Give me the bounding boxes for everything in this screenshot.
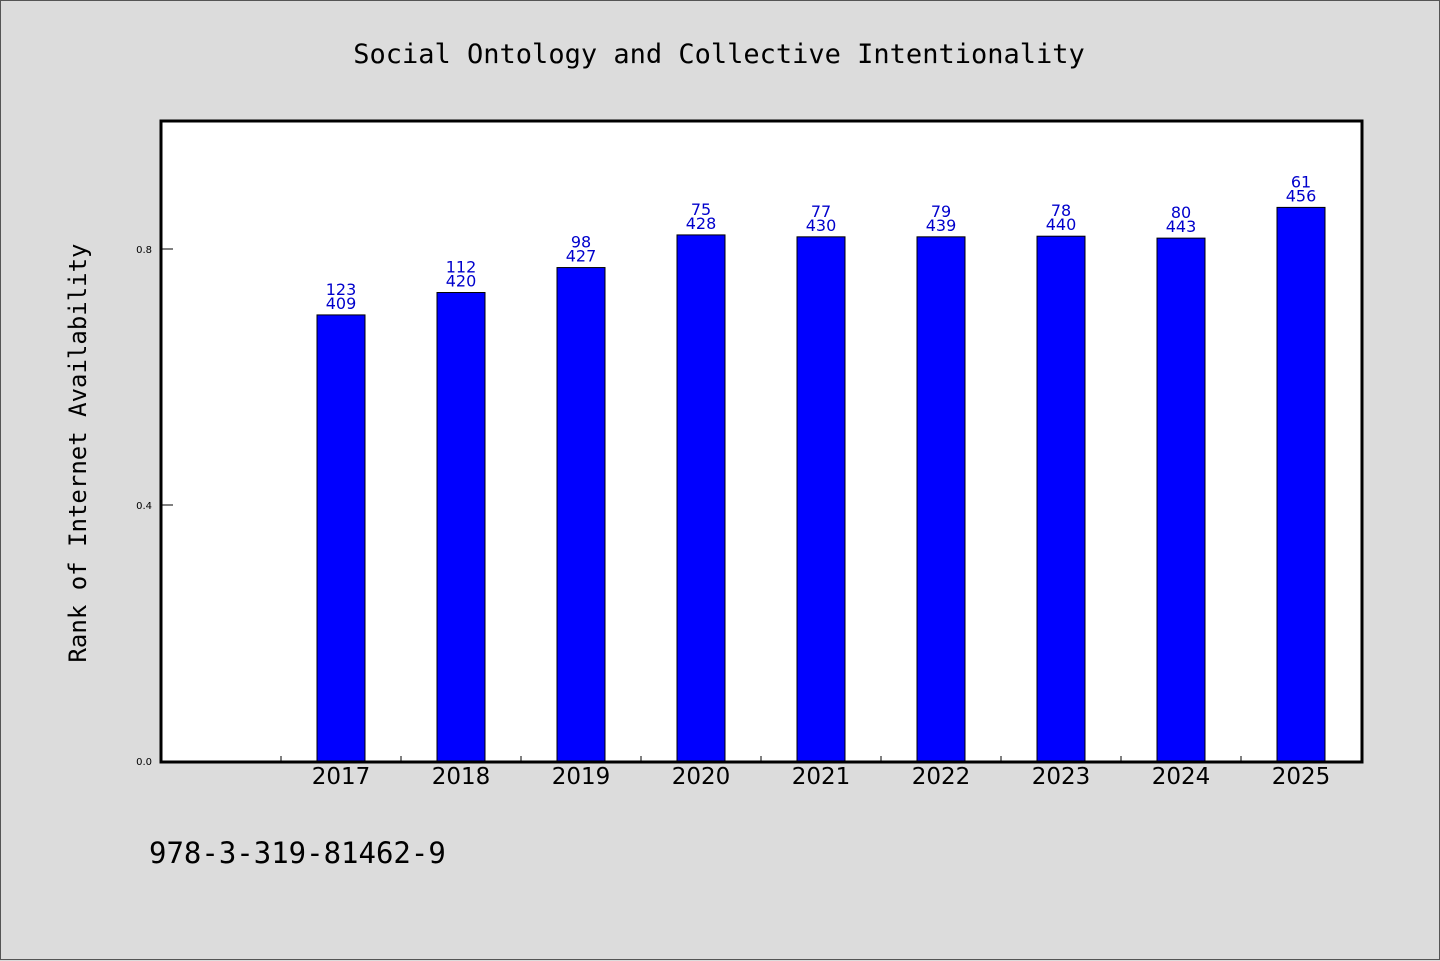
y-tick-label: 0.4 xyxy=(136,501,152,512)
bar-label-count-2023: 440 xyxy=(1046,215,1077,234)
data-labels-group: 1234091124209842775428774307943978440804… xyxy=(326,172,1317,313)
y-axis-label: Rank of Internet Availability xyxy=(64,243,92,662)
bar-label-rank-2019: 98 xyxy=(571,233,591,252)
x-tick-label-2025: 2025 xyxy=(1272,764,1331,790)
chart-title: Social Ontology and Collective Intention… xyxy=(353,39,1085,70)
bar-label-count-2022: 439 xyxy=(926,216,957,235)
x-tick-label-2024: 2024 xyxy=(1152,764,1211,790)
x-axis-ticks: 2017 2018 2019 2020 2021 2022 2023 2024 2025 xyxy=(280,756,1362,790)
y-tick-label: 0.0 xyxy=(136,757,152,768)
bar-label-rank-2021: 77 xyxy=(811,202,831,221)
bar-2025 xyxy=(1276,206,1326,762)
plot-frame xyxy=(159,119,1364,764)
bar-label-count-2019: 427 xyxy=(566,247,597,266)
bar-label-count-2024: 443 xyxy=(1166,217,1197,236)
bar-label-count-2017: 409 xyxy=(326,294,357,313)
x-tick-label-2020: 2020 xyxy=(672,764,731,790)
bar-2021 xyxy=(796,236,846,762)
bar-label-rank-2022: 79 xyxy=(931,202,951,221)
bar-label-rank-2023: 78 xyxy=(1051,201,1071,220)
bar-label-rank-2017: 123 xyxy=(326,280,357,299)
bar-2017 xyxy=(316,314,366,762)
bar-label-count-2018: 420 xyxy=(446,272,477,291)
bar-2023 xyxy=(1036,235,1086,762)
bar-label-count-2025: 456 xyxy=(1286,186,1317,205)
bars-group xyxy=(316,206,1326,762)
bar-2019 xyxy=(556,267,606,762)
bar-label-rank-2025: 61 xyxy=(1291,172,1311,191)
x-tick-label-2021: 2021 xyxy=(792,764,851,790)
isbn-footer: 978-3-319-81462-9 xyxy=(149,836,446,870)
x-tick-label-2022: 2022 xyxy=(912,764,971,790)
bar-2018 xyxy=(436,292,486,762)
bar-2020 xyxy=(676,234,726,762)
y-tick-label: 0.8 xyxy=(136,245,152,256)
bar-label-count-2020: 428 xyxy=(686,214,717,233)
bar-label-count-2021: 430 xyxy=(806,216,837,235)
x-tick-label-2023: 2023 xyxy=(1032,764,1091,790)
bar-label-rank-2020: 75 xyxy=(691,200,711,219)
bar-2022 xyxy=(916,236,966,762)
bar-label-rank-2024: 80 xyxy=(1171,203,1191,222)
bar-label-rank-2018: 112 xyxy=(446,258,477,277)
x-tick-label-2019: 2019 xyxy=(552,764,611,790)
x-tick-label-2017: 2017 xyxy=(312,764,371,790)
bar-2024 xyxy=(1156,237,1206,762)
x-tick-label-2018: 2018 xyxy=(432,764,491,790)
